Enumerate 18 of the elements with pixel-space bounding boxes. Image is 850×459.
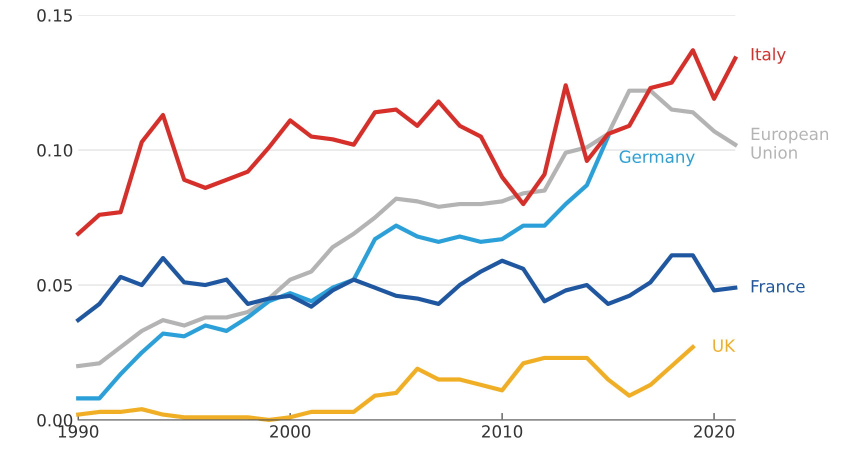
line-series [76,88,738,368]
y-tick-label: 0.15 [37,9,72,22]
series-label: UK [713,340,736,352]
line-series [76,253,738,322]
line-series [76,134,610,400]
line-series [76,345,695,422]
series-label: Italy [752,48,786,64]
series-label: Germany [620,150,695,166]
y-tick-label: 0.05 [37,279,72,292]
x-tick-label: 2010 [482,425,522,438]
line-series [76,48,738,236]
y-tick-label: 0.00 [37,414,72,427]
x-tick-label: 2000 [270,425,310,438]
x-tick-label: 1990 [58,425,98,438]
y-tick-label: 0.10 [37,144,72,157]
series-label: European Union [752,128,828,159]
series-label: France [752,280,805,293]
x-tick-label: 2020 [694,425,734,438]
